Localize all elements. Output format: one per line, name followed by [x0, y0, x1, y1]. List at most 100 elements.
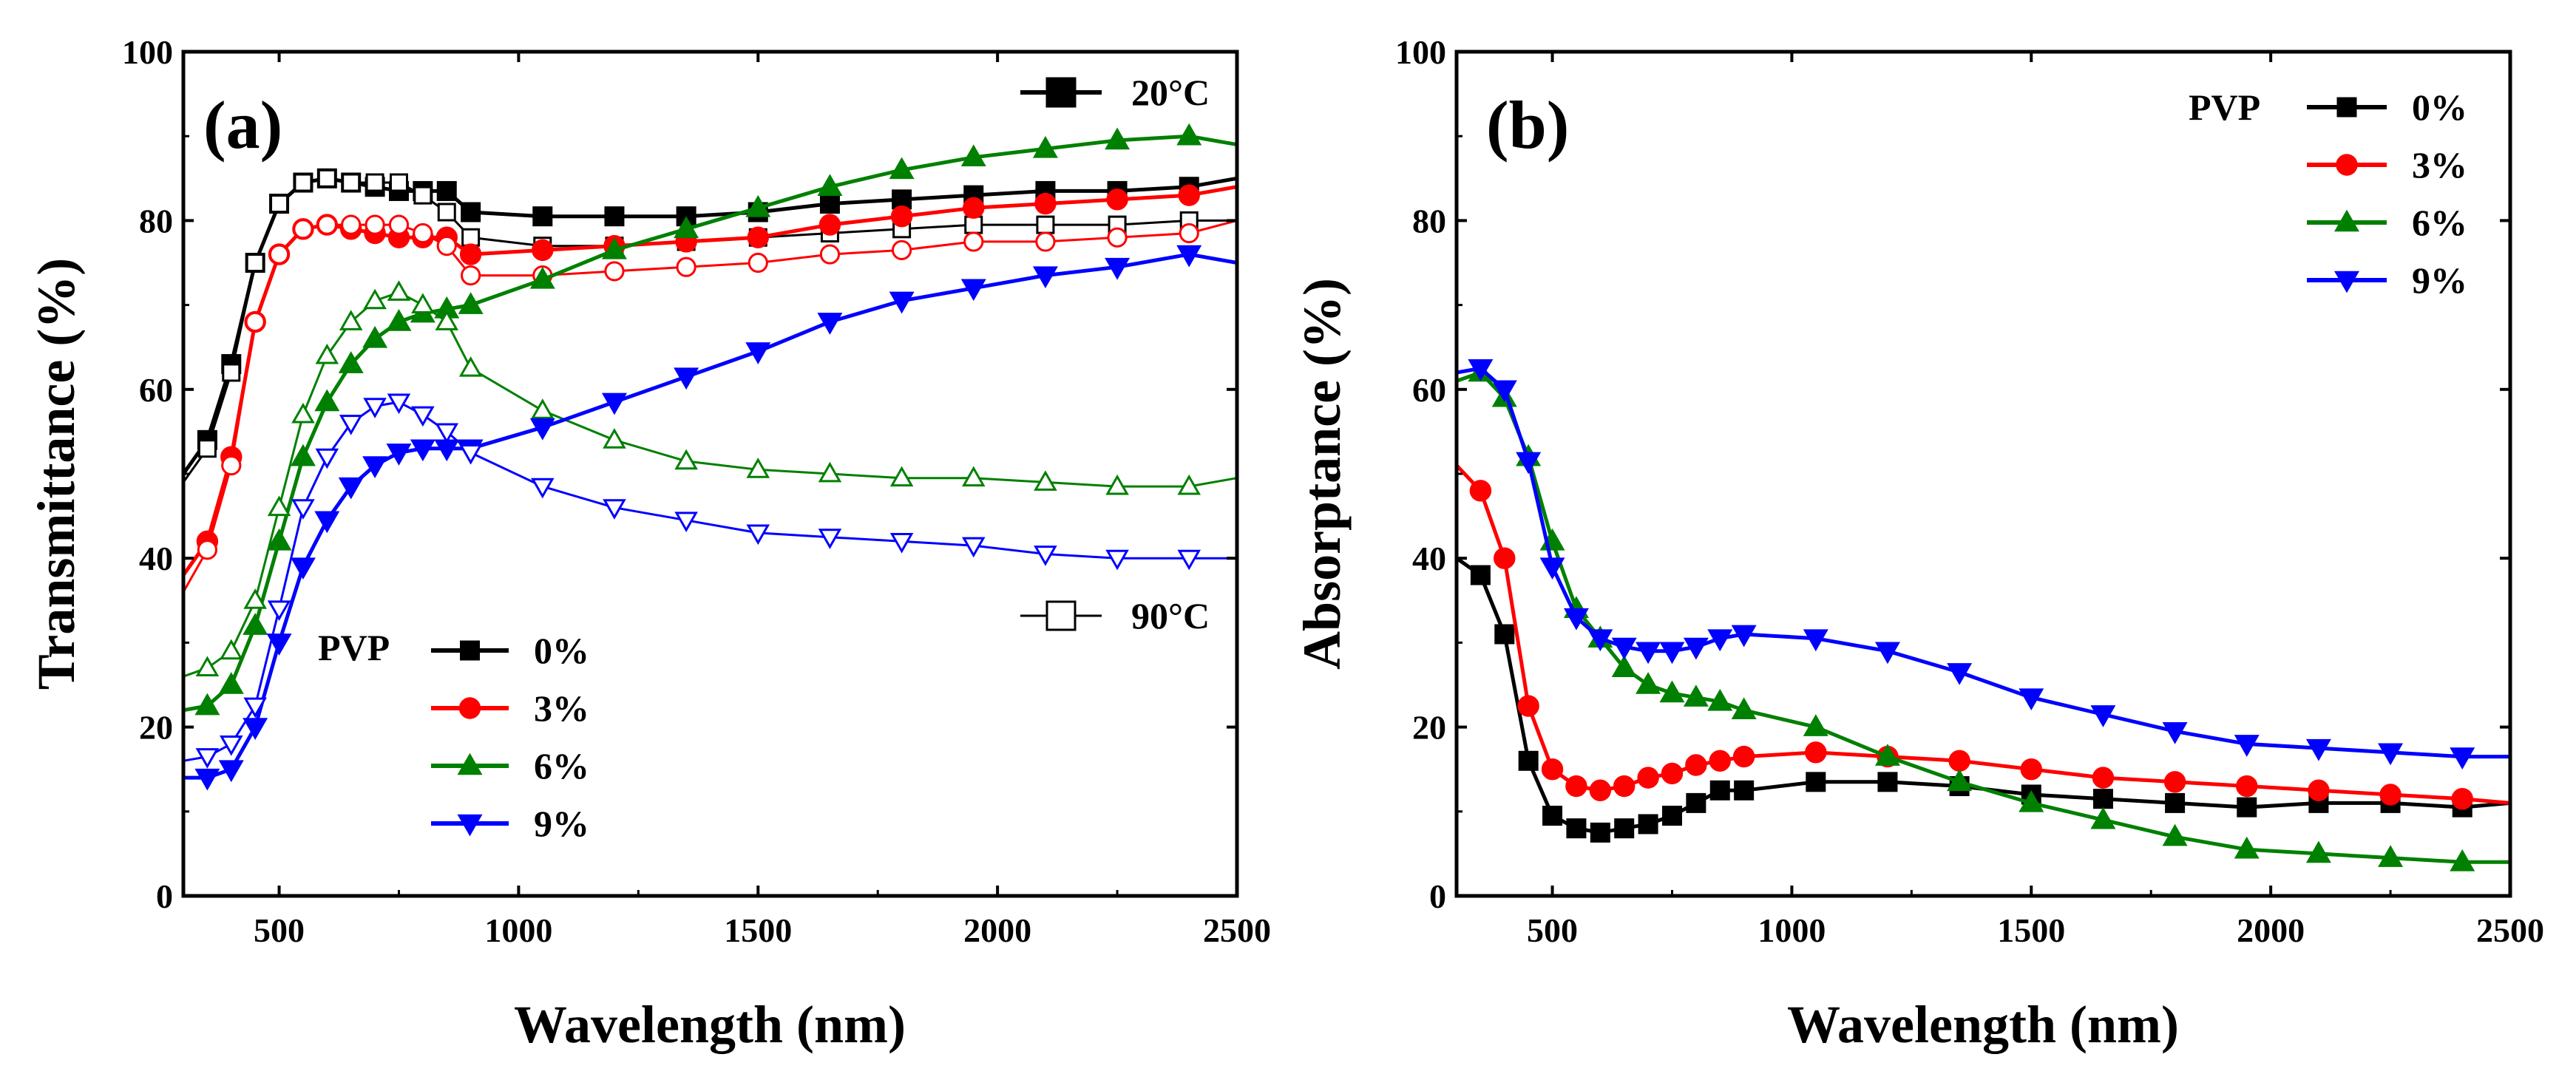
panel-b-series-9	[1456, 359, 2510, 769]
data-point-690C-2400	[1177, 474, 1201, 495]
data-point-9-500	[1539, 557, 1565, 580]
data-point-990C-850	[435, 423, 459, 444]
data-point-690C-600	[315, 343, 339, 364]
data-point-390C-800	[413, 222, 433, 244]
data-point-620C-2250	[1105, 127, 1131, 150]
data-point-0-1050	[1806, 772, 1826, 792]
data-point-6-1650	[2090, 806, 2116, 829]
data-point-920C-400	[218, 760, 244, 783]
data-point-390C-650	[341, 214, 362, 235]
data-point-990C-2100	[1034, 546, 1057, 566]
y-tick-label: 100	[122, 33, 173, 71]
legend-label: 6%	[2412, 202, 2467, 243]
panel-b-series-layer	[1455, 359, 2511, 872]
data-point-390C-1800	[891, 239, 912, 260]
data-point-090C-900	[461, 228, 481, 247]
data-point-3-1800	[2163, 771, 2186, 793]
data-point-6-2250	[2378, 845, 2404, 867]
data-point-9-400	[1491, 380, 1517, 403]
data-point-9-650	[1611, 637, 1637, 660]
data-point-990C-800	[411, 406, 435, 427]
data-point-090C-2100	[1036, 215, 1055, 234]
data-point-620C-1350	[674, 216, 699, 239]
data-point-990C-550	[291, 499, 315, 520]
data-point-6-900	[1731, 697, 1757, 720]
data-point-320C-1800	[890, 205, 913, 228]
data-point-920C-350	[194, 768, 220, 791]
legend-label: 0%	[2412, 86, 2467, 128]
data-point-920C-450	[243, 718, 268, 741]
y-tick-label: 20	[1412, 709, 1446, 747]
data-point-3-900	[1732, 745, 1755, 768]
data-point-990C-2400	[1177, 549, 1201, 571]
data-point-990C-400	[219, 735, 243, 756]
data-point-6-1950	[2234, 836, 2260, 859]
data-point-990C-1200	[603, 499, 626, 520]
data-point-390C-2250	[1107, 227, 1128, 248]
data-point-690C-850	[435, 310, 459, 330]
data-point-920C-1500	[745, 342, 771, 364]
data-point-390C-750	[388, 214, 410, 235]
data-point-9-1950	[2234, 735, 2260, 757]
data-point-9-1500	[2019, 688, 2044, 711]
data-point-9-1200	[1874, 642, 1900, 665]
data-point-3-2400	[2451, 787, 2473, 810]
data-point-390C-500	[268, 244, 290, 265]
data-point-990C-1800	[889, 532, 914, 554]
data-point-320C-1650	[818, 214, 841, 236]
data-point-090C-600	[317, 169, 336, 188]
panel-b-y-axis-title: Absorptance (%)	[1292, 278, 1352, 670]
series-line-690C	[183, 291, 1238, 678]
data-point-390C-1350	[676, 256, 696, 277]
data-point-9-550	[1563, 608, 1589, 631]
y-tick-label: 40	[139, 540, 173, 577]
legend-marker	[2334, 271, 2359, 293]
data-point-0-1200	[1877, 772, 1898, 792]
data-point-6-1050	[1803, 714, 1828, 736]
data-point-020C-1200	[604, 206, 625, 227]
y-tick-label: 80	[139, 202, 173, 239]
panel-b-series-0	[1455, 557, 2511, 843]
y-tick-label: 40	[1412, 540, 1446, 577]
data-point-390C-900	[461, 265, 481, 286]
data-point-0-1800	[2165, 792, 2186, 813]
data-point-620C-750	[386, 309, 412, 331]
data-point-090C-650	[342, 173, 361, 192]
series-line-390C	[182, 219, 1238, 593]
data-point-3-650	[1613, 775, 1636, 798]
data-point-6-850	[1707, 688, 1733, 711]
y-tick-label: 100	[1395, 33, 1446, 71]
data-point-3-1500	[2020, 758, 2042, 781]
panel-a-temperature-legend: 20°C 90°C	[1020, 72, 1210, 636]
data-point-620C-700	[362, 325, 388, 348]
data-point-620C-550	[290, 444, 316, 466]
data-point-990C-900	[458, 444, 483, 465]
data-point-990C-700	[363, 398, 387, 418]
data-point-0-650	[1614, 818, 1635, 839]
temperature-legend-label: 90°C	[1131, 595, 1210, 636]
panel-b-frame	[1454, 50, 2512, 898]
data-point-620C-1200	[601, 237, 627, 259]
data-point-3-2100	[2308, 779, 2330, 801]
data-point-0-550	[1566, 818, 1587, 839]
legend-marker	[2336, 97, 2357, 118]
data-point-690C-1050	[531, 398, 555, 419]
data-point-090C-850	[437, 203, 456, 222]
panel-b-series-3	[1455, 463, 2511, 810]
data-point-090C-550	[294, 173, 313, 192]
data-point-690C-700	[363, 288, 387, 310]
data-point-020C-1050	[532, 206, 553, 227]
data-point-390C-1950	[963, 231, 984, 252]
x-tick-label: 2500	[2476, 911, 2544, 949]
data-point-690C-1800	[889, 466, 914, 487]
data-point-690C-750	[387, 280, 411, 301]
data-point-090C-450	[245, 254, 265, 272]
data-point-690C-450	[243, 588, 267, 609]
data-point-920C-1950	[960, 279, 986, 302]
data-point-690C-1350	[674, 449, 698, 470]
panel-b-chart: (b) 500 1000 1500 2000 2500 0 20 40 60 80 100 Wave…	[1292, 33, 2544, 1054]
data-point-690C-900	[458, 356, 483, 377]
data-point-920C-1650	[817, 313, 843, 335]
data-point-0-400	[1494, 624, 1515, 645]
temperature-legend-label: 20°C	[1131, 72, 1210, 113]
